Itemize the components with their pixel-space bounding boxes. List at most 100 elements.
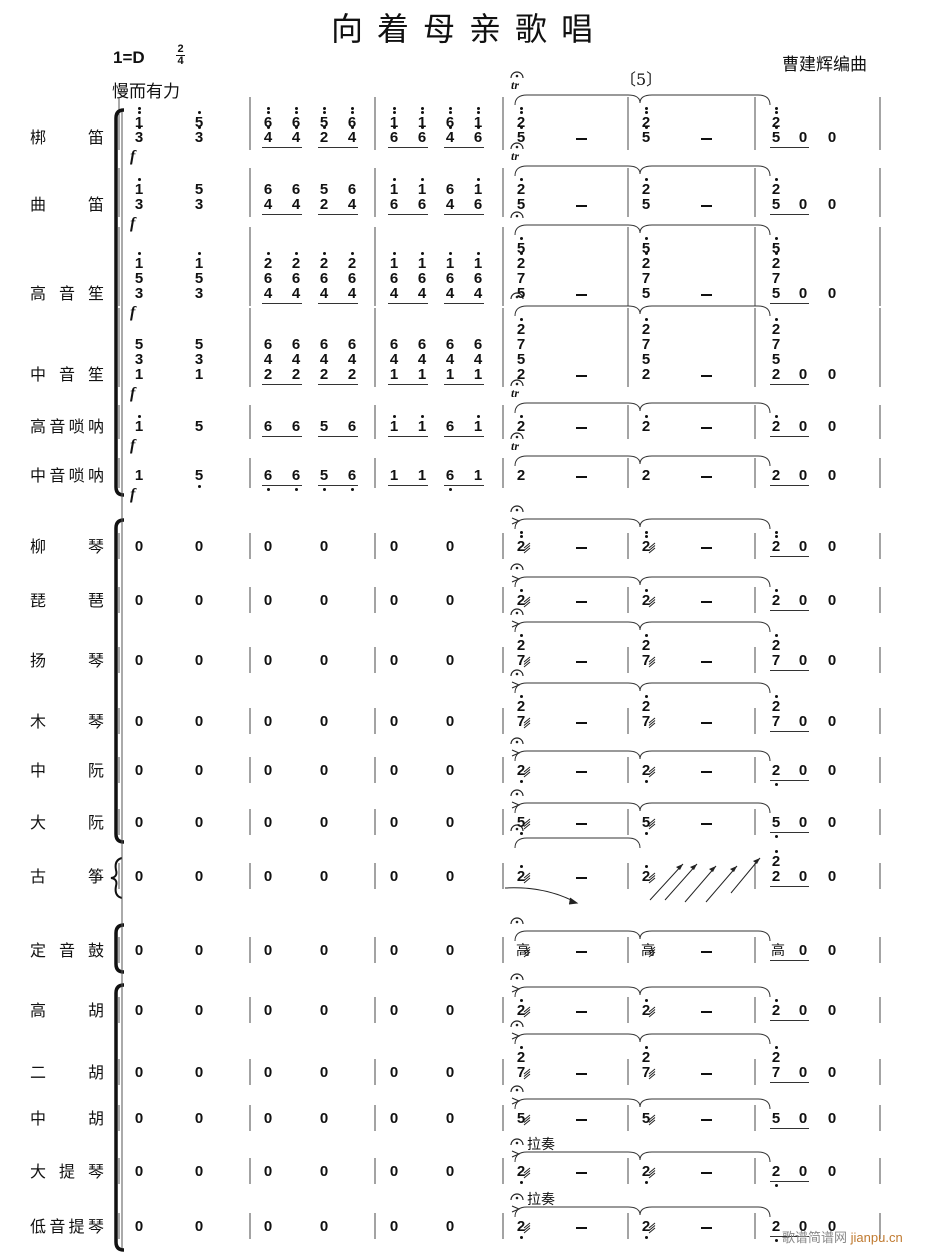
tremolo-mark: [523, 1071, 531, 1077]
accent-icon: [511, 749, 521, 757]
tremolo-mark: [523, 542, 531, 549]
sustain-dash: [701, 1119, 712, 1121]
note: 2: [319, 366, 329, 383]
note: 0: [263, 1218, 273, 1235]
note: 0: [263, 713, 273, 730]
note: 7: [641, 713, 651, 730]
note: 2: [516, 1163, 526, 1180]
note: 0: [319, 652, 329, 669]
note: 0: [445, 652, 455, 669]
key-signature: 1=D: [113, 48, 145, 67]
note: 2: [641, 321, 651, 338]
beam-underline: [444, 384, 484, 386]
sustain-dash: [701, 823, 712, 825]
note: 0: [389, 762, 399, 779]
fermata-icon: [510, 1020, 524, 1028]
note: 6: [291, 114, 301, 131]
tremolo-mark: [648, 1119, 656, 1126]
note: 0: [194, 762, 204, 779]
note: 0: [445, 1064, 455, 1081]
note: 5: [194, 336, 204, 353]
note: 0: [445, 1002, 455, 1019]
note: 4: [445, 351, 455, 368]
note: 2: [516, 321, 526, 338]
instrument-name: 中 阮: [30, 761, 104, 780]
tremolo-mark: [648, 766, 656, 773]
note: 0: [389, 538, 399, 555]
tie-slur: [514, 682, 771, 694]
note: 6: [263, 418, 273, 435]
note: 0: [263, 1002, 273, 1019]
note: 2: [771, 255, 781, 272]
octave-dot-above: [774, 252, 778, 255]
tremolo-mark: [523, 547, 531, 554]
note: 2: [771, 1002, 781, 1019]
beam-underline: [444, 436, 484, 438]
beam-underline: [262, 303, 302, 305]
note: 0: [134, 942, 144, 959]
tremolo-mark: [523, 877, 531, 884]
octave-dot-above: [350, 107, 354, 110]
beam-underline: [770, 1181, 809, 1183]
note: 2: [516, 538, 526, 555]
sustain-dash: [576, 661, 587, 663]
instrument-name: 木 琴: [30, 712, 104, 731]
note: 5: [516, 129, 526, 146]
tremolo-mark: [523, 717, 531, 724]
sustain-dash: [701, 205, 712, 207]
note: 4: [291, 351, 301, 368]
octave-dot-below: [519, 1181, 523, 1184]
note: 0: [194, 652, 204, 669]
note: 4: [319, 285, 329, 302]
note: 4: [263, 129, 273, 146]
note: 6: [417, 270, 427, 287]
note: 0: [134, 814, 144, 831]
note: 4: [347, 196, 357, 213]
tremolo-mark: [648, 1117, 656, 1123]
note: 0: [827, 1064, 837, 1081]
note: 6: [291, 336, 301, 353]
tremolo-mark: [523, 656, 531, 663]
beam-underline: [388, 485, 428, 487]
note: 0: [263, 868, 273, 885]
tremolo-mark: [523, 875, 531, 881]
octave-dot-above: [350, 111, 354, 114]
note: 0: [798, 129, 808, 146]
note: 1: [473, 418, 483, 435]
octave-dot-above: [519, 865, 523, 868]
note: 1: [389, 181, 399, 198]
octave-dot-above: [644, 589, 648, 592]
note: 4: [473, 351, 483, 368]
note: 0: [798, 652, 808, 669]
note: 0: [827, 285, 837, 302]
note: 0: [263, 814, 273, 831]
octave-dot-below: [197, 485, 201, 488]
instrument-name: 大 阮: [30, 813, 104, 832]
octave-dot-above: [476, 252, 480, 255]
note: 6: [473, 129, 483, 146]
note: 2: [771, 366, 781, 383]
tremolo-mark: [523, 596, 531, 603]
octave-dot-above: [644, 1046, 648, 1049]
note: 5: [771, 351, 781, 368]
octave-dot-above: [774, 695, 778, 698]
octave-dot-above: [774, 531, 778, 534]
note: 0: [798, 1163, 808, 1180]
octave-dot-above: [774, 634, 778, 637]
octave-dot-above: [519, 252, 523, 255]
note: 4: [347, 129, 357, 146]
note: 3: [194, 285, 204, 302]
tremolo-mark: [523, 1011, 531, 1018]
beam-underline: [770, 832, 809, 834]
dynamic-forte: f: [130, 215, 136, 232]
instrument-name: 中音笙: [30, 365, 104, 384]
tie-slur: [514, 94, 771, 106]
instrument-name: 中音唢呐: [30, 466, 104, 485]
note: 5: [641, 814, 651, 831]
note: 0: [827, 713, 837, 730]
note: 4: [291, 196, 301, 213]
note: 0: [263, 1163, 273, 1180]
tie-slur: [514, 802, 771, 814]
note: 6: [389, 196, 399, 213]
sustain-dash: [576, 1119, 587, 1121]
